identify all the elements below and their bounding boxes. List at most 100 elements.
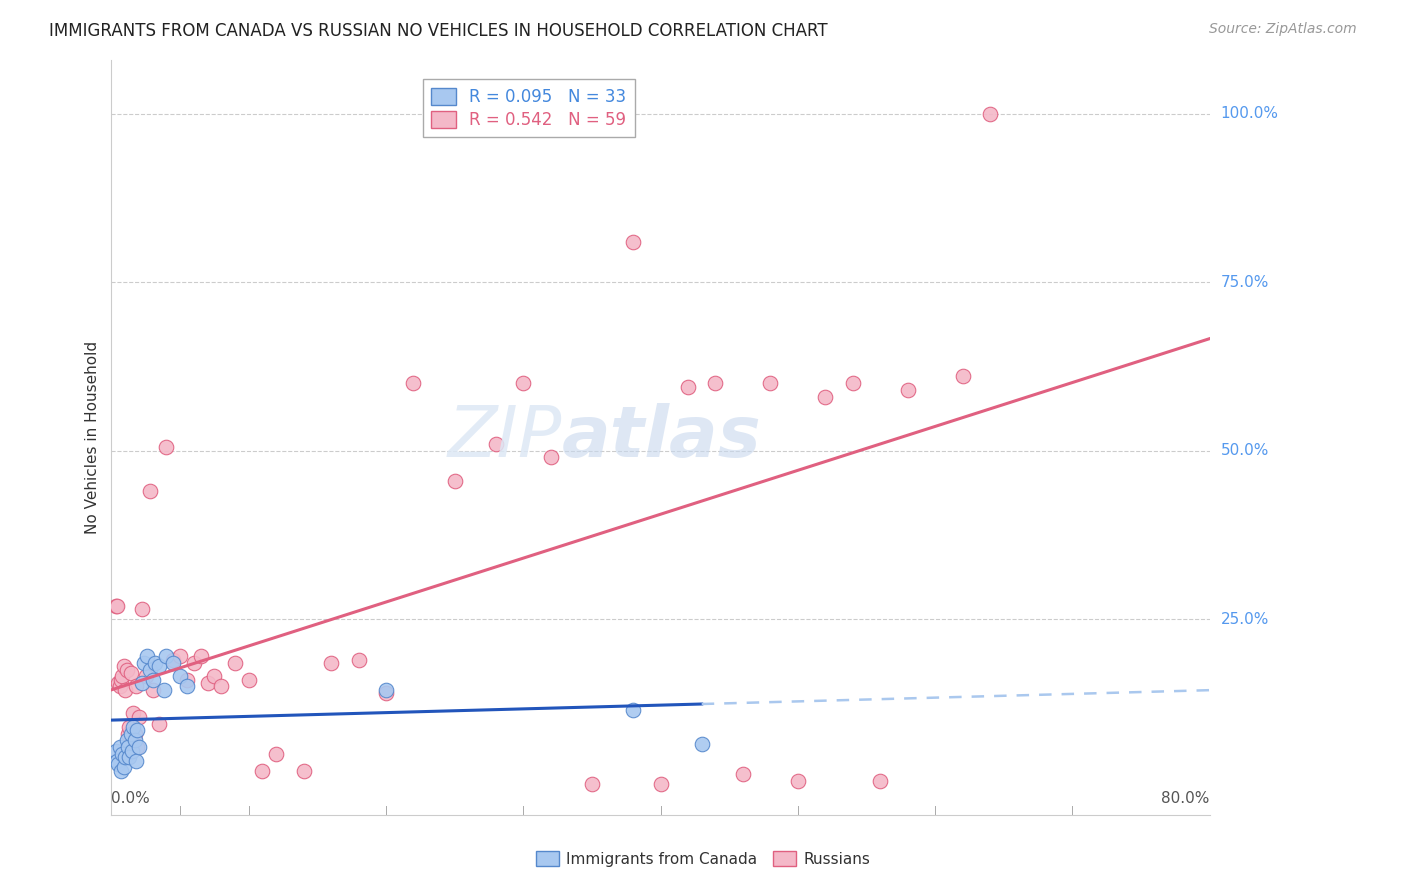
Text: 50.0%: 50.0% xyxy=(1220,443,1270,458)
Text: 100.0%: 100.0% xyxy=(1220,106,1278,121)
Point xyxy=(112,760,135,774)
Point xyxy=(114,682,136,697)
Text: Source: ZipAtlas.com: Source: ZipAtlas.com xyxy=(1209,22,1357,37)
Point xyxy=(131,602,153,616)
Point xyxy=(759,376,782,391)
Text: atlas: atlas xyxy=(561,402,762,472)
Point xyxy=(292,764,315,778)
Point xyxy=(402,376,425,391)
Point xyxy=(869,773,891,788)
Y-axis label: No Vehicles in Household: No Vehicles in Household xyxy=(86,341,100,533)
Point xyxy=(169,649,191,664)
Point xyxy=(121,743,143,757)
Point xyxy=(375,686,398,700)
Point xyxy=(841,376,863,391)
Point xyxy=(176,673,198,687)
Point xyxy=(104,599,127,613)
Text: 75.0%: 75.0% xyxy=(1220,275,1270,290)
Point xyxy=(183,656,205,670)
Point xyxy=(110,673,132,687)
Legend: R = 0.095   N = 33, R = 0.542   N = 59: R = 0.095 N = 33, R = 0.542 N = 59 xyxy=(423,79,634,137)
Point xyxy=(105,754,128,768)
Point xyxy=(128,740,150,755)
Text: 0.0%: 0.0% xyxy=(111,791,150,806)
Point xyxy=(127,723,149,738)
Legend: Immigrants from Canada, Russians: Immigrants from Canada, Russians xyxy=(530,845,876,872)
Point xyxy=(155,649,177,664)
Point xyxy=(786,773,808,788)
Point xyxy=(118,750,141,764)
Point xyxy=(347,652,370,666)
Point xyxy=(142,682,165,697)
Point xyxy=(105,599,128,613)
Point xyxy=(319,656,342,670)
Point xyxy=(814,390,837,404)
Point xyxy=(238,673,260,687)
Point xyxy=(704,376,727,391)
Point xyxy=(512,376,534,391)
Point xyxy=(162,656,184,670)
Point xyxy=(111,747,134,761)
Point xyxy=(209,680,232,694)
Point xyxy=(115,733,138,747)
Text: 80.0%: 80.0% xyxy=(1161,791,1209,806)
Point xyxy=(169,669,191,683)
Point xyxy=(128,710,150,724)
Point xyxy=(190,649,212,664)
Point xyxy=(650,777,672,791)
Point xyxy=(148,659,170,673)
Point xyxy=(581,777,603,791)
Point xyxy=(122,706,145,721)
Point xyxy=(108,740,131,755)
Point xyxy=(108,680,131,694)
Point xyxy=(120,727,142,741)
Text: 25.0%: 25.0% xyxy=(1220,612,1270,626)
Point xyxy=(134,656,156,670)
Point xyxy=(224,656,246,670)
Point xyxy=(125,754,148,768)
Point xyxy=(111,669,134,683)
Point xyxy=(952,369,974,384)
Point xyxy=(197,676,219,690)
Point xyxy=(127,740,149,755)
Point xyxy=(252,764,274,778)
Point xyxy=(485,437,508,451)
Point xyxy=(112,659,135,673)
Point xyxy=(124,727,146,741)
Point xyxy=(443,474,465,488)
Point xyxy=(136,649,159,664)
Point xyxy=(152,682,174,697)
Point xyxy=(676,379,699,393)
Point xyxy=(107,676,129,690)
Point xyxy=(155,440,177,454)
Point xyxy=(176,680,198,694)
Point xyxy=(122,720,145,734)
Text: IMMIGRANTS FROM CANADA VS RUSSIAN NO VEHICLES IN HOUSEHOLD CORRELATION CHART: IMMIGRANTS FROM CANADA VS RUSSIAN NO VEH… xyxy=(49,22,828,40)
Point xyxy=(897,383,920,397)
Point xyxy=(621,703,644,717)
Point xyxy=(375,682,398,697)
Point xyxy=(202,669,225,683)
Point xyxy=(118,720,141,734)
Point xyxy=(148,716,170,731)
Point xyxy=(690,737,713,751)
Point xyxy=(621,235,644,249)
Point xyxy=(104,743,127,757)
Point xyxy=(115,663,138,677)
Point xyxy=(121,743,143,757)
Point xyxy=(139,663,162,677)
Point xyxy=(114,750,136,764)
Point xyxy=(139,483,162,498)
Point xyxy=(125,680,148,694)
Point xyxy=(162,652,184,666)
Point xyxy=(124,733,146,747)
Text: ZIP: ZIP xyxy=(447,402,561,472)
Point xyxy=(142,673,165,687)
Point xyxy=(264,747,287,761)
Point xyxy=(117,740,139,755)
Point xyxy=(731,767,754,781)
Point xyxy=(135,669,157,683)
Point xyxy=(120,665,142,680)
Point xyxy=(540,450,562,465)
Point xyxy=(979,106,1001,120)
